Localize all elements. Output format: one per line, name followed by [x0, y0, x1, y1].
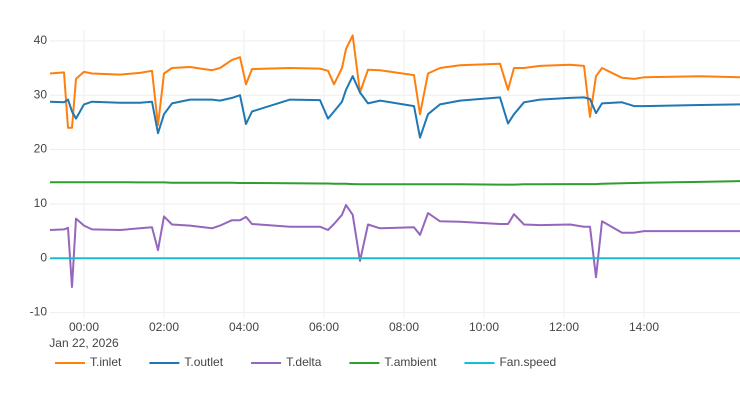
legend-label: T.ambient — [384, 355, 437, 369]
y-tick-label: 30 — [34, 87, 48, 101]
y-tick-label: 40 — [34, 33, 48, 47]
legend-label: T.delta — [286, 355, 322, 369]
x-tick-label: 10:00 — [469, 320, 499, 334]
x-tick-label: 04:00 — [229, 320, 259, 334]
series-line — [49, 204, 740, 288]
x-tick-label: 08:00 — [389, 320, 419, 334]
x-tick-label: 14:00 — [629, 320, 659, 334]
legend-label: T.outlet — [184, 355, 223, 369]
y-tick-label: 10 — [34, 196, 48, 210]
x-date-label: Jan 22, 2026 — [49, 336, 119, 350]
legend-label: T.inlet — [90, 355, 122, 369]
y-tick-label: -10 — [30, 305, 48, 319]
x-tick-label: 06:00 — [309, 320, 339, 334]
y-tick-label: 20 — [34, 142, 48, 156]
series-line — [50, 180, 740, 186]
y-tick-label: 0 — [40, 250, 47, 264]
legend-label: Fan.speed — [499, 355, 556, 369]
x-tick-label: 00:00 — [69, 320, 99, 334]
series-line — [49, 34, 740, 129]
x-tick-label: 12:00 — [549, 320, 579, 334]
series-line — [49, 75, 740, 139]
x-tick-label: 02:00 — [149, 320, 179, 334]
